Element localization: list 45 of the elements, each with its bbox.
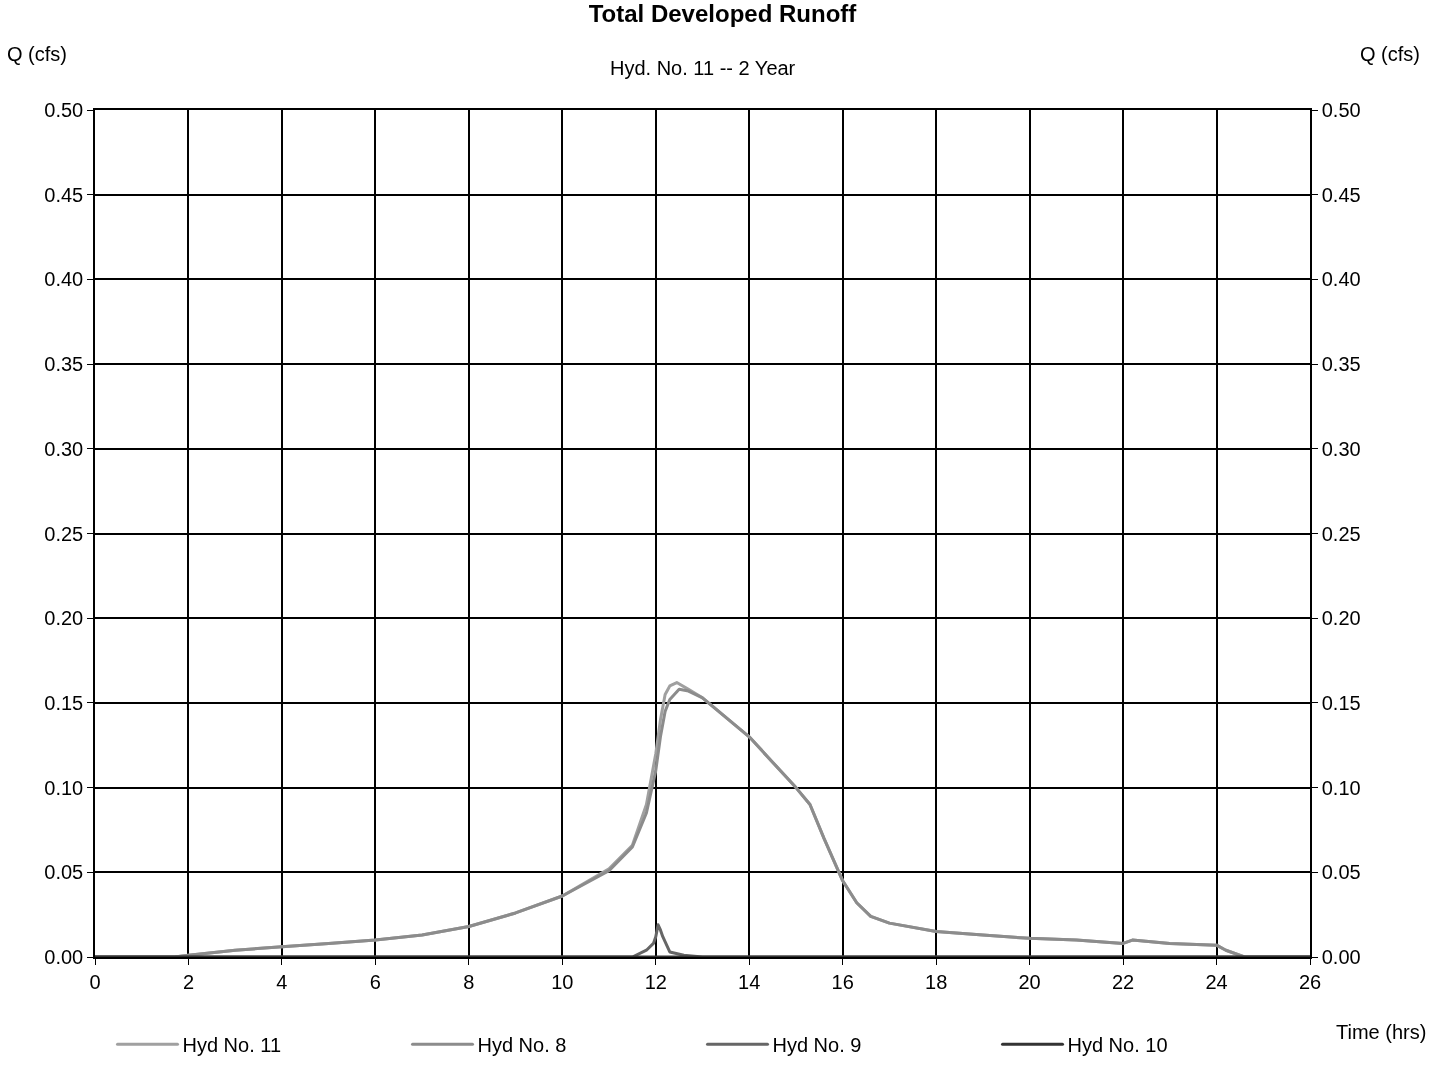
x-tick-label: 2 (182, 970, 195, 993)
x-tick-label: 4 (276, 970, 288, 993)
y2-tick-label: 0.05 (1321, 861, 1361, 884)
chart-subtitle: Hyd. No. 11 -- 2 Year (610, 57, 796, 79)
legend-label: Hyd No. 11 (182, 1034, 282, 1057)
y2-tick-label: 0.35 (1321, 353, 1361, 376)
legend-label: Hyd No. 8 (477, 1034, 567, 1057)
x-tick-label: 14 (738, 970, 761, 993)
legend-label: Hyd No. 9 (772, 1034, 862, 1057)
x-tick-label: 16 (831, 970, 854, 993)
y2-tick-label: 0.40 (1321, 268, 1361, 291)
y2-tick-label: 0.10 (1321, 776, 1361, 799)
x-axis-title: Time (hrs) (1336, 1021, 1427, 1043)
y-tick-label: 0.15 (44, 691, 84, 714)
y2-tick-label: 0.25 (1321, 522, 1361, 545)
y-axis-title: Q (cfs) (7, 43, 67, 65)
legend-label: Hyd No. 10 (1067, 1034, 1168, 1057)
y-tick-label: 0.00 (44, 946, 84, 968)
x-tick-label: 8 (463, 970, 475, 993)
y-tick-label: 0.35 (44, 353, 84, 376)
y2-axis-title: Q (cfs) (1360, 43, 1420, 65)
chart-title: Total Developed Runoff (588, 0, 858, 28)
x-tick-label: 10 (551, 970, 574, 993)
y2-tick-label: 0.15 (1321, 691, 1361, 714)
x-tick-label: 0 (89, 970, 101, 993)
x-tick-label: 6 (369, 970, 381, 993)
y2-tick-label: 0.00 (1321, 946, 1361, 968)
y2-tick-label: 0.50 (1321, 99, 1361, 121)
x-tick-label: 26 (1298, 970, 1322, 993)
y-tick-label: 0.40 (44, 268, 84, 291)
y-tick-label: 0.05 (44, 861, 84, 884)
y-tick-label: 0.30 (44, 437, 84, 460)
x-tick-label: 20 (1018, 970, 1041, 993)
x-tick-label: 18 (925, 970, 948, 993)
y-tick-label: 0.20 (44, 607, 84, 630)
x-tick-label: 22 (1111, 970, 1135, 993)
y2-tick-label: 0.45 (1321, 183, 1361, 206)
y2-tick-label: 0.30 (1321, 437, 1361, 460)
y-tick-label: 0.10 (44, 776, 84, 799)
y-tick-label: 0.25 (44, 522, 84, 545)
x-tick-label: 24 (1205, 970, 1228, 993)
y2-tick-label: 0.20 (1321, 607, 1361, 630)
x-tick-label: 12 (644, 970, 667, 993)
y-tick-label: 0.50 (44, 99, 84, 121)
y-tick-label: 0.45 (44, 183, 84, 206)
